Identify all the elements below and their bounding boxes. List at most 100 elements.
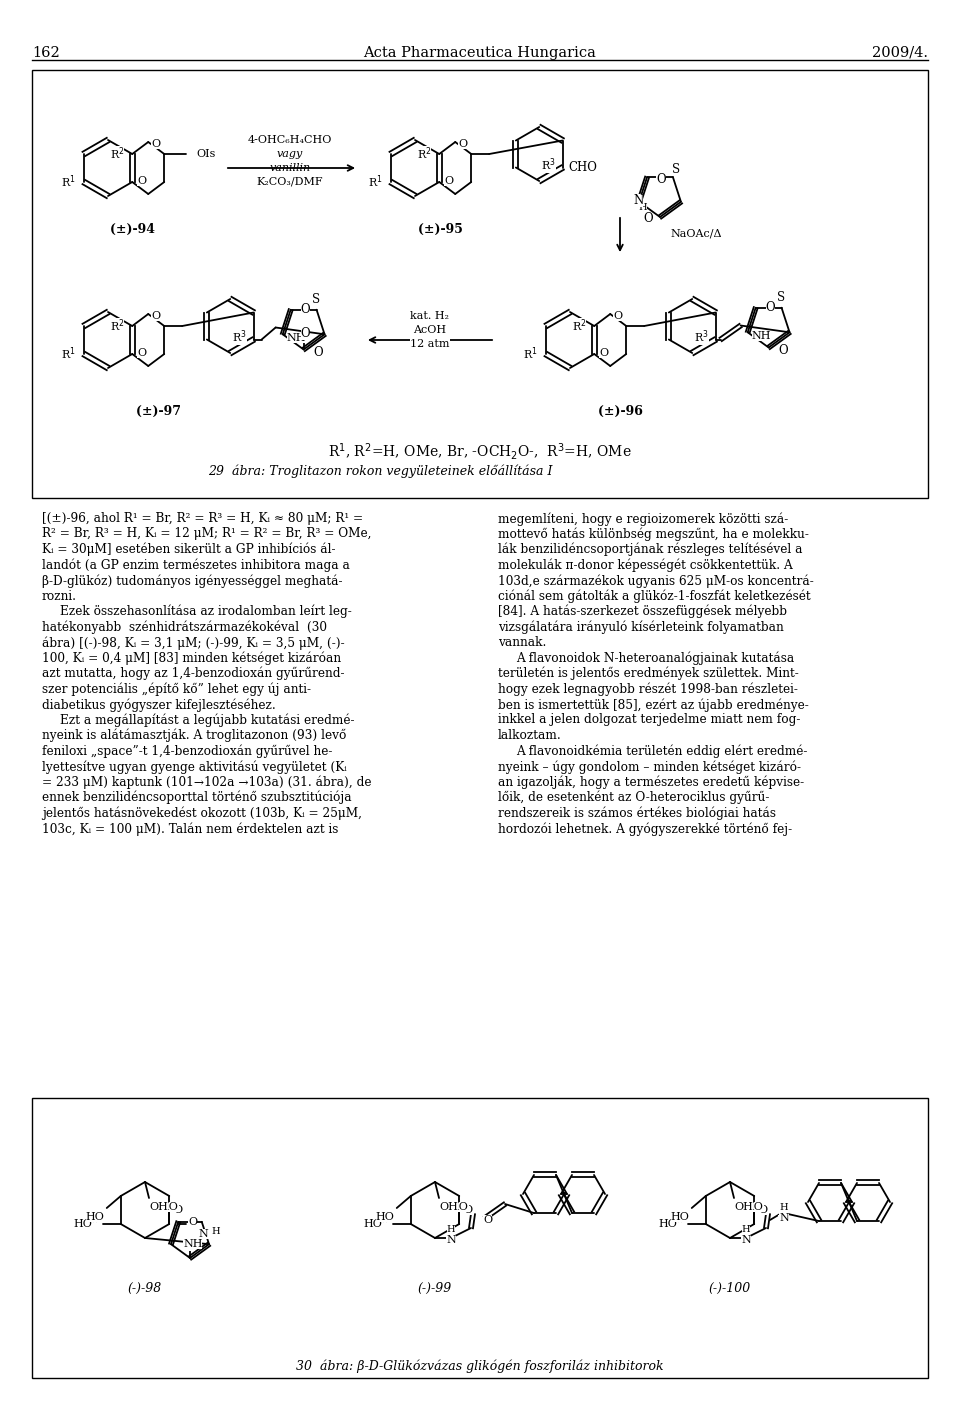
Text: lalkoztam.: lalkoztam. [498,729,562,742]
Text: Kᵢ = 30μM] esetében sikerült a GP inhibíciós ál-: Kᵢ = 30μM] esetében sikerült a GP inhibí… [42,543,335,556]
Text: R$^1$: R$^1$ [368,173,383,190]
Text: (±)-​95: (±)-​95 [418,222,463,237]
Text: megemlíteni, hogy e regioizomerek közötti szá-: megemlíteni, hogy e regioizomerek között… [498,513,788,525]
Text: H: H [211,1228,220,1236]
Text: HO: HO [745,1202,764,1212]
Text: O: O [613,311,622,321]
Text: OH: OH [439,1202,458,1212]
Text: O: O [778,1215,787,1225]
Text: ben is ismertettük [85], ezért az újabb eredménye-: ben is ismertettük [85], ezért az újabb … [498,698,808,711]
Text: O: O [458,139,468,149]
Text: OIs: OIs [196,149,216,159]
Text: (-)-100: (-)-100 [708,1283,751,1295]
Text: HO: HO [671,1212,689,1222]
Text: rozni.: rozni. [42,590,77,603]
Text: S: S [777,291,784,304]
Text: mottevő hatás különbség megszűnt, ha e molekku-: mottevő hatás különbség megszűnt, ha e m… [498,528,809,541]
Text: OH: OH [149,1202,168,1212]
Text: (±)-​96: (±)-​96 [597,406,642,418]
Bar [32,70,928,498]
Text: vagy: vagy [276,149,303,159]
Text: S: S [672,163,680,176]
Text: N: N [633,194,643,207]
Text: R$^1$, R$^2$=H, OMe, Br, -OCH$_2$O-,  R$^3$=H, OMe: R$^1$, R$^2$=H, OMe, Br, -OCH$_2$O-, R$^… [328,442,632,462]
Text: szer potenciális „építő kő” lehet egy új anti-: szer potenciális „építő kő” lehet egy új… [42,683,311,696]
Text: H: H [638,203,647,213]
Text: R$^2$: R$^2$ [109,318,124,334]
Text: O: O [137,176,146,186]
Text: O: O [300,303,310,317]
Text: O: O [152,311,160,321]
Text: területén is jelentős eredmények születtek. Mint-: területén is jelentős eredmények születt… [498,667,799,680]
Text: O: O [137,348,146,358]
Text: hordozói lehetnek. A gyógyszerekké történő fej-: hordozói lehetnek. A gyógyszerekké törté… [498,822,792,835]
Text: inkkel a jelen dolgozat terjedelme miatt nem fog-: inkkel a jelen dolgozat terjedelme miatt… [498,714,801,727]
Text: HO'': HO'' [659,1219,684,1229]
Text: O: O [657,173,666,186]
Text: lák benzilidéncsoportjának részleges telítésével a: lák benzilidéncsoportjának részleges tel… [498,543,803,556]
Text: vanillin: vanillin [270,163,311,173]
Text: kat. H₂: kat. H₂ [411,311,449,321]
Text: CHO: CHO [568,161,597,175]
Text: Ezek összehasonlítása az irodalomban leírt leg-: Ezek összehasonlítása az irodalomban leí… [60,605,351,618]
Text: rendszereik is számos értékes biológiai hatás: rendszereik is számos értékes biológiai … [498,807,776,819]
Text: (±)-​94: (±)-​94 [110,222,156,237]
Text: feniloxi „space”-t 1,4-benzodioxán gyűrűvel he-: feniloxi „space”-t 1,4-benzodioxán gyűrű… [42,745,332,758]
Text: O: O [599,348,609,358]
Text: lőik, de esetenként az O-heterociklus gyűrű-: lőik, de esetenként az O-heterociklus gy… [498,791,769,804]
Text: nyeink is alátámasztják. A troglitazonon (93) levő: nyeink is alátámasztják. A troglitazonon… [42,729,347,742]
Text: 162: 162 [32,46,60,61]
Text: HO'': HO'' [74,1219,99,1229]
Text: O: O [188,1217,198,1226]
Text: HO: HO [159,1202,179,1212]
Text: O: O [300,327,310,339]
Text: R$^2$: R$^2$ [571,318,587,334]
Text: 12 atm: 12 atm [410,339,449,349]
Text: O: O [758,1205,767,1215]
Text: nyeink – úgy gondolom – minden kétséget kizáró-: nyeink – úgy gondolom – minden kétséget … [498,760,801,773]
Text: = 233 μM) kaptunk (101→102a →103a) (31. ábra), de: = 233 μM) kaptunk (101→102a →103a) (31. … [42,776,372,788]
Text: 100, Kᵢ = 0,4 μM] [83] minden kétséget kizáróan: 100, Kᵢ = 0,4 μM] [83] minden kétséget k… [42,652,341,665]
Text: N: N [741,1235,751,1245]
Text: R$^3$: R$^3$ [232,328,247,345]
Text: N: N [199,1229,208,1239]
Text: O: O [643,213,653,225]
Text: jelentős hatásnövekedést okozott (103b, Kᵢ = 25μM,: jelentős hatásnövekedést okozott (103b, … [42,807,362,819]
Text: R$^3$: R$^3$ [694,328,709,345]
Text: K₂CO₃/DMF: K₂CO₃/DMF [256,177,324,187]
Text: H: H [742,1225,751,1235]
Text: N: N [780,1214,789,1224]
Text: NH: NH [287,334,306,344]
Text: NH: NH [183,1239,203,1249]
Text: R$^2$: R$^2$ [109,145,124,162]
Text: β-D-glükóz) tudományos igényességgel meghatá-: β-D-glükóz) tudományos igényességgel meg… [42,574,343,587]
Text: S: S [311,293,320,306]
Text: H: H [446,1225,455,1235]
Text: hatékonyabb  szénhidrátszármazékokéval  (30: hatékonyabb szénhidrátszármazékokéval (3… [42,621,327,634]
Text: R$^1$: R$^1$ [61,346,76,362]
Text: A flavonoidkémia területén eddig elért eredmé-: A flavonoidkémia területén eddig elért e… [516,745,807,758]
Text: vizsgálatára irányuló kísérleteink folyamatban: vizsgálatára irányuló kísérleteink folya… [498,621,783,634]
Text: 29  ábra: Troglitazon rokon vegyületeinek előállítása I: 29 ábra: Troglitazon rokon vegyületeinek… [207,465,552,477]
Text: landót (a GP enzim természetes inhibitora maga a: landót (a GP enzim természetes inhibitor… [42,559,349,572]
Text: [(±)-96, ahol R¹ = Br, R² = R³ = H, Kᵢ ≈ 80 μM; R¹ =: [(±)-96, ahol R¹ = Br, R² = R³ = H, Kᵢ ≈… [42,513,363,525]
Text: 2009/4.: 2009/4. [872,46,928,61]
Text: ábra) [(-)-98, Kᵢ = 3,1 μM; (-)-99, Kᵢ = 3,5 μM, (-)-: ábra) [(-)-98, Kᵢ = 3,1 μM; (-)-99, Kᵢ =… [42,636,345,649]
Text: 103c, Kᵢ = 100 μM). Talán nem érdektelen azt is: 103c, Kᵢ = 100 μM). Talán nem érdektelen… [42,822,338,835]
Text: diabetikus gyógyszer kifejlesztéséhez.: diabetikus gyógyszer kifejlesztéséhez. [42,698,276,711]
Text: OH: OH [734,1202,753,1212]
Text: an igazolják, hogy a természetes eredetű képvise-: an igazolják, hogy a természetes eredetű… [498,776,804,788]
Text: H: H [780,1204,788,1212]
Text: R$^1$: R$^1$ [523,346,538,362]
Text: (±)-​97: (±)-​97 [135,406,180,418]
Text: 4-OHC₆H₄CHO: 4-OHC₆H₄CHO [248,135,332,145]
Text: AcOH: AcOH [414,325,446,335]
Text: HO: HO [376,1212,395,1222]
Text: lyettesítve ugyan gyenge aktivitású vegyületet (Kᵢ: lyettesítve ugyan gyenge aktivitású vegy… [42,760,347,773]
Text: ennek benzilidéncsoporttal történő szubsztitúciója: ennek benzilidéncsoporttal történő szubs… [42,791,351,804]
Text: NaOAc/Δ: NaOAc/Δ [670,228,722,238]
Text: O: O [314,346,324,359]
Text: O: O [483,1215,492,1225]
Text: Ezt a megállapítást a legújabb kutatási eredmé-: Ezt a megállapítást a legújabb kutatási … [60,714,354,727]
Text: A flavonoidok N-heteroanalógjainak kutatása: A flavonoidok N-heteroanalógjainak kutat… [516,652,794,665]
